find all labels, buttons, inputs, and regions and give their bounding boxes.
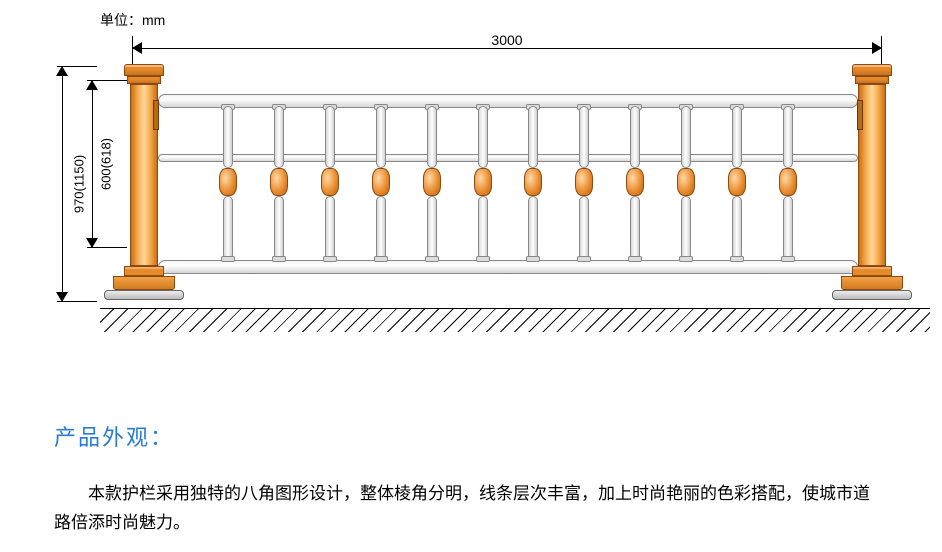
fence-diagram: 3000 970(1150) 600(618) xyxy=(40,30,920,330)
ground-hatching xyxy=(100,308,930,332)
baluster xyxy=(270,106,288,260)
dimension-height-inner: 600(618) xyxy=(82,80,102,248)
fence xyxy=(130,64,886,304)
baluster xyxy=(372,106,390,260)
baluster xyxy=(474,106,492,260)
dimension-width: 3000 xyxy=(132,38,882,58)
baluster xyxy=(677,106,695,260)
section-body: 本款护栏采用独特的八角图形设计，整体棱角分明，线条层次丰富，加上时尚艳丽的色彩搭… xyxy=(54,480,882,538)
baluster xyxy=(626,106,644,260)
baluster xyxy=(219,106,237,260)
baluster xyxy=(321,106,339,260)
baluster xyxy=(423,106,441,260)
section-heading: 产品外观： xyxy=(54,420,882,452)
rail-bottom xyxy=(158,260,858,274)
baluster xyxy=(728,106,746,260)
baluster xyxy=(524,106,542,260)
post-right xyxy=(858,64,886,304)
dimension-width-value: 3000 xyxy=(487,32,526,48)
dimension-height-inner-value: 600(618) xyxy=(99,138,114,190)
balusters xyxy=(186,106,830,260)
post-left xyxy=(130,64,158,304)
baluster xyxy=(575,106,593,260)
dimension-height-outer: 970(1150) xyxy=(52,66,72,302)
rails xyxy=(158,94,858,274)
baluster xyxy=(779,106,797,260)
text-section: 产品外观： 本款护栏采用独特的八角图形设计，整体棱角分明，线条层次丰富，加上时尚… xyxy=(54,420,882,538)
unit-label: 单位：mm xyxy=(100,10,165,30)
